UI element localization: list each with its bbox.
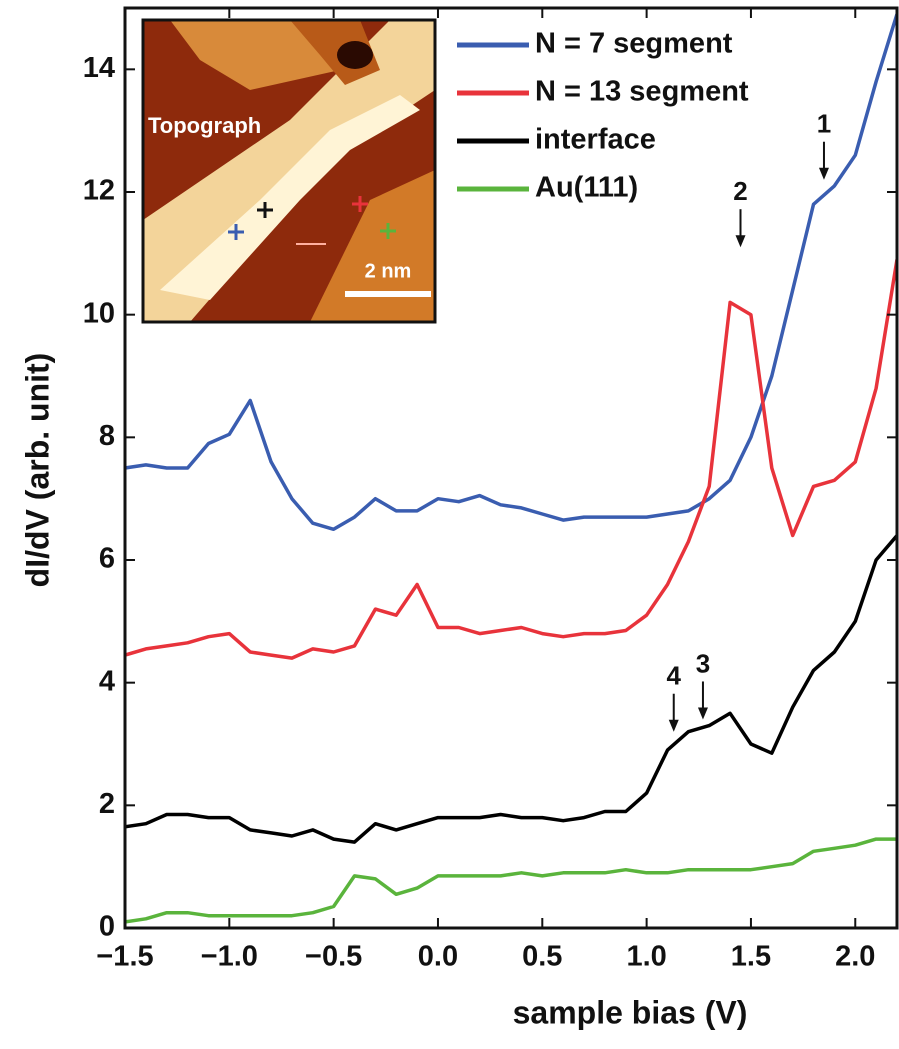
x-axis-label: sample bias (V): [513, 994, 748, 1030]
annotation-label: 1: [817, 109, 831, 139]
series-line: [125, 839, 897, 922]
annotation-arrowhead: [736, 235, 746, 247]
x-tick-label: −0.5: [305, 941, 362, 973]
annotation-arrowhead: [698, 707, 708, 719]
y-tick-label: 14: [83, 52, 115, 84]
legend-label: Au(111): [535, 172, 638, 204]
x-tick-label: 2.0: [835, 941, 875, 973]
series-line: [125, 536, 897, 843]
annotation-arrowhead: [669, 720, 679, 732]
y-tick-label: 2: [99, 788, 115, 820]
x-tick-label: 1.0: [626, 941, 666, 973]
annotation-arrowhead: [819, 168, 829, 180]
inset: Topograph 2 nm: [143, 20, 435, 322]
scale-label: 2 nm: [365, 260, 412, 282]
y-tick-label: 8: [99, 420, 115, 452]
inset-title: Topograph: [148, 113, 261, 138]
x-tick-label: −1.5: [96, 941, 153, 973]
x-tick-label: −1.0: [201, 941, 258, 973]
y-tick-label: 6: [99, 543, 115, 575]
x-tick-label: 0.0: [418, 941, 458, 973]
y-tick-label: 0: [99, 911, 115, 943]
legend-label: N = 7 segment: [535, 28, 733, 60]
legend-label: interface: [535, 124, 656, 156]
x-tick-label: 0.5: [522, 941, 562, 973]
y-tick-label: 10: [83, 297, 115, 329]
annotation-label: 3: [696, 648, 710, 678]
x-tick-label: 1.5: [731, 941, 771, 973]
legend-label: N = 13 segment: [535, 76, 749, 108]
y-tick-label: 12: [83, 175, 115, 207]
annotation-label: 2: [733, 176, 747, 206]
y-axis-label: dI/dV (arb. unit): [19, 353, 55, 588]
chart: Topograph 2 nm sample bias (V) dI/dV (ar…: [0, 0, 899, 1044]
annotation-label: 4: [667, 661, 682, 691]
y-tick-label: 4: [99, 665, 115, 697]
